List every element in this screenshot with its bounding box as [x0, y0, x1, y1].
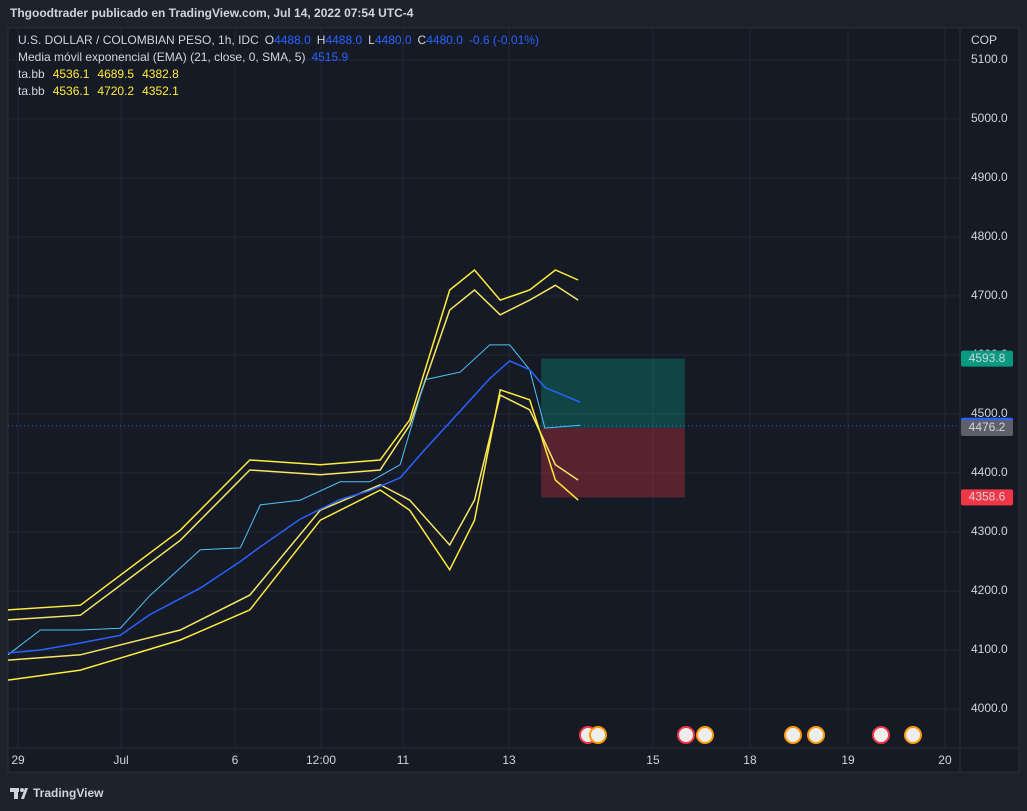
legend-text: 4480.0 — [375, 33, 412, 47]
x-tick-label: Jul — [113, 753, 128, 767]
legend-line: Media móvil exponencial (EMA) (21, close… — [18, 50, 348, 64]
band-line — [7, 268, 579, 611]
legend-text: 4689.5 — [97, 67, 134, 81]
y-tick-label: 4000.0 — [971, 701, 1008, 715]
currency: COP — [971, 33, 997, 47]
y-tick-label: 5100.0 — [971, 52, 1008, 66]
profit-zone — [541, 358, 685, 429]
x-tick-label: 6 — [232, 753, 239, 767]
legend-text: C — [418, 33, 427, 47]
legend-text: 4488.0 — [274, 33, 311, 47]
legend-text: 4480.0 — [426, 33, 463, 47]
legend-text: Media móvil exponencial (EMA) (21, close… — [18, 50, 305, 64]
price-tag — [961, 420, 1013, 437]
x-tick-label: 20 — [938, 753, 952, 767]
price-tag-label: 4593.8 — [969, 351, 1006, 365]
x-tick-label: 13 — [502, 753, 516, 767]
y-tick-label: 4200.0 — [971, 583, 1008, 597]
legend-text: 4382.8 — [142, 67, 179, 81]
legend-text: ta.bb — [18, 67, 45, 81]
price-tag — [961, 489, 1013, 506]
band-line — [7, 388, 579, 681]
legend-text: L — [368, 33, 375, 47]
legend-line: ta.bb 4536.1 4689.5 4382.8 — [18, 67, 179, 81]
y-tick-label: 4900.0 — [971, 170, 1008, 184]
legend-text: 4352.1 — [142, 84, 179, 98]
y-tick-label: 4100.0 — [971, 642, 1008, 656]
series-line — [7, 360, 581, 654]
legend-text: 4515.9 — [311, 50, 348, 64]
x-tick-label: 19 — [841, 753, 855, 767]
legend-text: 4536.1 — [53, 84, 90, 98]
x-tick-label: 29 — [11, 753, 25, 767]
series-line — [7, 344, 581, 656]
price-tag — [961, 350, 1013, 367]
brand-logo — [10, 788, 28, 799]
legend-text: 4720.2 — [97, 84, 134, 98]
legend-text: O — [265, 33, 274, 47]
price-tag-label: 4476.2 — [969, 420, 1006, 434]
legend-text: H — [317, 33, 326, 47]
band-line — [7, 394, 579, 661]
chart-panel — [7, 27, 1020, 773]
x-tick-label: 18 — [743, 753, 757, 767]
legend-text: -0.6 (-0.01%) — [469, 33, 539, 47]
legend-text: U.S. DOLLAR / COLOMBIAN PESO, 1h, IDC — [18, 33, 259, 47]
y-tick-label: 4300.0 — [971, 524, 1008, 538]
y-tick-label: 5000.0 — [971, 111, 1008, 125]
y-tick-label: 4700.0 — [971, 288, 1008, 302]
y-tick-label: 4400.0 — [971, 465, 1008, 479]
y-tick-label: 4800.0 — [971, 229, 1008, 243]
legend-text: 4488.0 — [325, 33, 362, 47]
loss-zone — [541, 428, 685, 498]
band-line — [7, 284, 579, 621]
y-tick-label: 4500.0 — [971, 406, 1008, 420]
x-tick-label: 11 — [397, 753, 410, 767]
legend-line: ta.bb 4536.1 4720.2 4352.1 — [18, 84, 179, 98]
legend-text: ta.bb — [18, 84, 45, 98]
x-tick-label: 12:00 — [306, 753, 336, 767]
price-tag-label: 4358.6 — [969, 490, 1006, 504]
x-tick-label: 15 — [646, 753, 660, 767]
brand: TradingView — [33, 786, 104, 800]
chart-title: Thgoodtrader publicado en TradingView.co… — [10, 6, 414, 20]
plot — [7, 28, 960, 748]
legend-text: 4536.1 — [53, 67, 90, 81]
event-icons — [579, 726, 922, 744]
legend-line: U.S. DOLLAR / COLOMBIAN PESO, 1h, IDC O44… — [18, 33, 539, 47]
